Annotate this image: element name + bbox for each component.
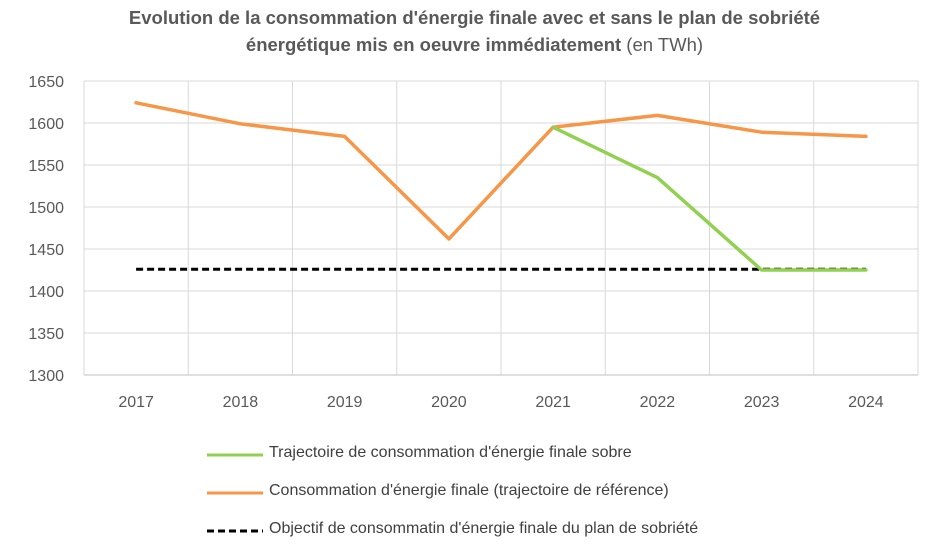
y-tick-label: 1600 <box>28 116 64 133</box>
chart-title-line2-unit: (en TWh) <box>621 34 704 55</box>
series-line-0 <box>551 125 868 272</box>
x-tick-label: 2024 <box>848 394 884 411</box>
y-tick-label: 1550 <box>28 158 64 175</box>
y-tick-label: 1450 <box>28 242 64 259</box>
x-tick-label: 2020 <box>431 394 467 411</box>
chart-title-line2: énergétique mis en oeuvre immédiatement … <box>0 31 949 58</box>
chart-title: Evolution de la consommation d'énergie f… <box>0 4 949 58</box>
chart-grid <box>83 80 919 376</box>
legend-label-sober: Trajectoire de consommation d'énergie fi… <box>269 444 632 461</box>
x-tick-label: 2017 <box>118 394 154 411</box>
x-tick-label: 2019 <box>327 394 363 411</box>
legend-swatch-reference <box>207 491 263 495</box>
y-tick-label: 1500 <box>28 200 64 217</box>
y-tick-label: 1300 <box>28 368 64 385</box>
x-tick-label: 2023 <box>744 394 780 411</box>
chart-series <box>134 101 868 272</box>
y-tick-label: 1400 <box>28 284 64 301</box>
x-tick-label: 2022 <box>640 394 676 411</box>
y-axis-tick-labels: 1300 1350 1400 1450 1500 1550 1600 1650 <box>28 74 64 385</box>
legend-label-reference: Consommation d'énergie finale (trajectoi… <box>269 482 669 499</box>
series-line-1 <box>134 101 868 241</box>
x-tick-label: 2021 <box>535 394 571 411</box>
legend-swatch-objective <box>207 529 263 533</box>
y-tick-label: 1650 <box>28 74 64 91</box>
x-tick-label: 2018 <box>223 394 259 411</box>
x-axis-tick-labels: 2017 2018 2019 2020 2021 2022 2023 2024 <box>118 394 883 411</box>
legend-label-objective: Objectif de consommatin d'énergie finale… <box>269 520 699 537</box>
chart-title-line2-bold: énergétique mis en oeuvre immédiatement <box>245 34 622 55</box>
y-tick-label: 1350 <box>28 326 64 343</box>
chart-title-line1: Evolution de la consommation d'énergie f… <box>128 7 821 28</box>
legend-swatch-sober <box>207 453 263 457</box>
